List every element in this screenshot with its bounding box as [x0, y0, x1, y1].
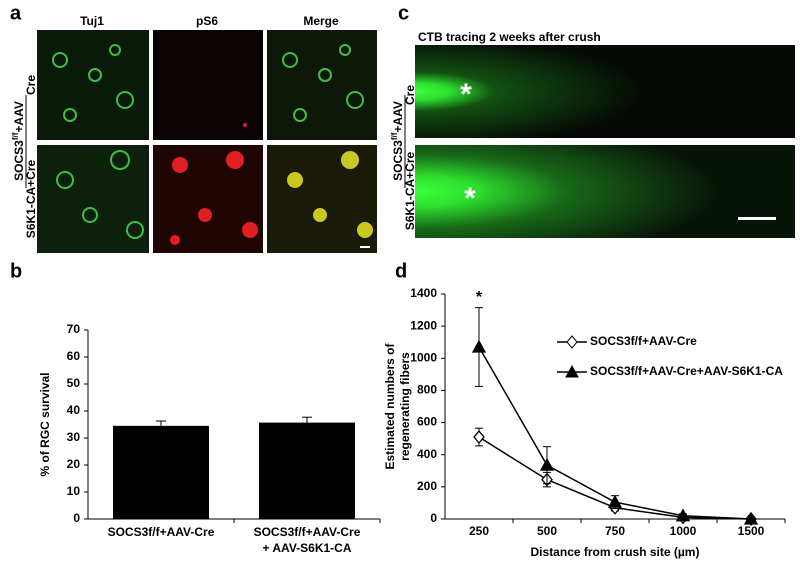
group-label: SOCS3f/f+AAV — [11, 101, 26, 181]
crush-marker: * — [464, 182, 476, 215]
legend-marker — [566, 335, 578, 349]
group-label-sup: f/f — [390, 132, 399, 140]
panel-letter: d — [395, 260, 407, 282]
group-label: SOCS3f/f+AAV — [390, 101, 405, 181]
micrograph — [415, 45, 795, 138]
marker — [539, 457, 555, 471]
marker — [607, 494, 623, 508]
x-tick-label: SOCS3f/f+AAV-Cre + AAV-S6K1-CA — [254, 525, 361, 555]
y-tick-label: 1000 — [410, 350, 437, 364]
panel-letter: c — [398, 2, 409, 24]
micrograph — [415, 145, 795, 238]
y-axis-label-line: regenerating fibers — [398, 352, 412, 461]
x-axis-label: Distance from crush site (µm) — [531, 545, 700, 559]
marker — [743, 511, 759, 525]
y-axis-label: % of RGC survival — [38, 372, 52, 476]
column-label: Merge — [303, 14, 339, 28]
row-label: S6K1-CA+Cre — [24, 159, 38, 238]
marker — [675, 508, 691, 522]
panel-letter: a — [10, 2, 22, 24]
legend-label: SOCS3f/f+AAV-Cre+AAV-S6K1-CA — [590, 364, 783, 378]
x-tick-label: 500 — [537, 524, 557, 538]
marker — [471, 339, 487, 353]
micrographs-a — [37, 30, 377, 253]
group-label-part: +AAV — [12, 101, 26, 132]
row-label: Cre — [24, 75, 38, 95]
y-tick-label: 200 — [417, 479, 437, 493]
bar — [259, 422, 355, 519]
y-tick-label: 10 — [67, 484, 81, 498]
y-tick-label: 0 — [73, 511, 80, 525]
group-label-part: SOCS3 — [391, 140, 405, 181]
column-label: Tuj1 — [80, 14, 104, 28]
y-axis-label: Estimated numbers ofregenerating fibers — [383, 342, 412, 469]
row-label: Cre — [403, 85, 417, 105]
y-tick-label: 30 — [67, 430, 81, 444]
bar — [113, 425, 209, 519]
legend-label: SOCS3f/f+AAV-Cre — [590, 334, 697, 348]
y-tick-label: 600 — [417, 415, 437, 429]
y-tick-label: 40 — [67, 403, 81, 417]
group-label-sup: f/f — [11, 132, 20, 140]
y-tick-label: 50 — [67, 376, 81, 390]
scale-bar — [738, 217, 776, 220]
y-tick-label: 1400 — [410, 286, 437, 300]
group-label-part: +AAV — [391, 101, 405, 132]
marker — [473, 430, 485, 445]
y-tick-label: 1200 — [410, 318, 437, 332]
y-tick-label: 800 — [417, 383, 437, 397]
x-tick-label: 750 — [605, 524, 625, 538]
panel-title: CTB tracing 2 weeks after crush — [418, 30, 601, 44]
group-label-part: SOCS3 — [12, 140, 26, 181]
annotation: * — [476, 289, 483, 306]
x-tick-label-line: SOCS3f/f+AAV-Cre — [108, 525, 215, 539]
y-tick-label: 70 — [67, 322, 81, 336]
x-tick-label: 1000 — [670, 524, 697, 538]
panel-letter: b — [10, 260, 22, 282]
x-tick-label-line: + AAV-S6K1-CA — [262, 541, 351, 555]
y-tick-label: 60 — [67, 349, 81, 363]
x-tick-label: 1500 — [738, 524, 765, 538]
x-tick-label: 250 — [469, 524, 489, 538]
y-tick-label: 0 — [430, 511, 437, 525]
row-label: S6K1-CA+Cre — [403, 151, 417, 230]
legend-marker — [565, 364, 579, 378]
x-tick-label: SOCS3f/f+AAV-Cre — [108, 525, 215, 539]
x-tick-label-line: SOCS3f/f+AAV-Cre — [254, 525, 361, 539]
column-label: pS6 — [196, 14, 218, 28]
y-tick-label: 400 — [417, 447, 437, 461]
crush-marker: * — [460, 78, 472, 111]
y-axis-label-line: Estimated numbers of — [383, 342, 397, 469]
y-tick-label: 20 — [67, 457, 81, 471]
